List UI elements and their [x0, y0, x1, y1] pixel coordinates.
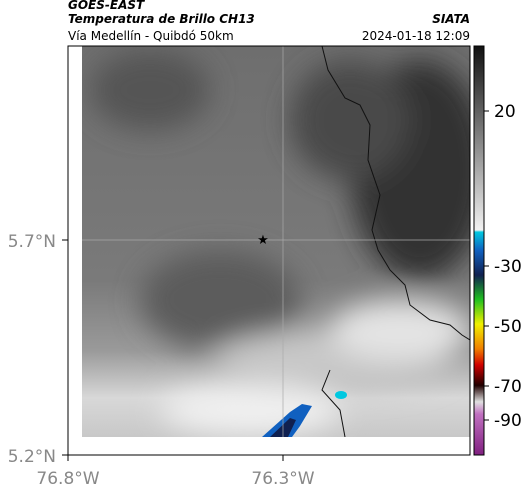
colorbar-label: -90 [494, 411, 522, 431]
brand: SIATA [432, 12, 470, 26]
colorbar-label: -50 [494, 317, 522, 337]
location-marker: ★ [257, 233, 269, 248]
title: Temperatura de Brillo CH13 [68, 12, 255, 26]
satellite-image [82, 46, 470, 437]
subtitle: Vía Medellín - Quibdó 50km [68, 29, 234, 43]
colorbar-label: -70 [494, 377, 522, 397]
datetime: 2024-01-18 12:09 [362, 29, 470, 43]
colorbar-label: -30 [494, 257, 522, 277]
source: GOES-EAST [68, 0, 145, 12]
colorbar [473, 45, 485, 456]
lat-label: 5.7°N [8, 232, 56, 252]
lon-label: 76.8°W [36, 469, 99, 489]
lat-label: 5.2°N [8, 447, 56, 467]
lon-label: 76.3°W [251, 469, 314, 489]
colorbar-label: 20 [494, 102, 516, 122]
map-frame [67, 45, 471, 456]
